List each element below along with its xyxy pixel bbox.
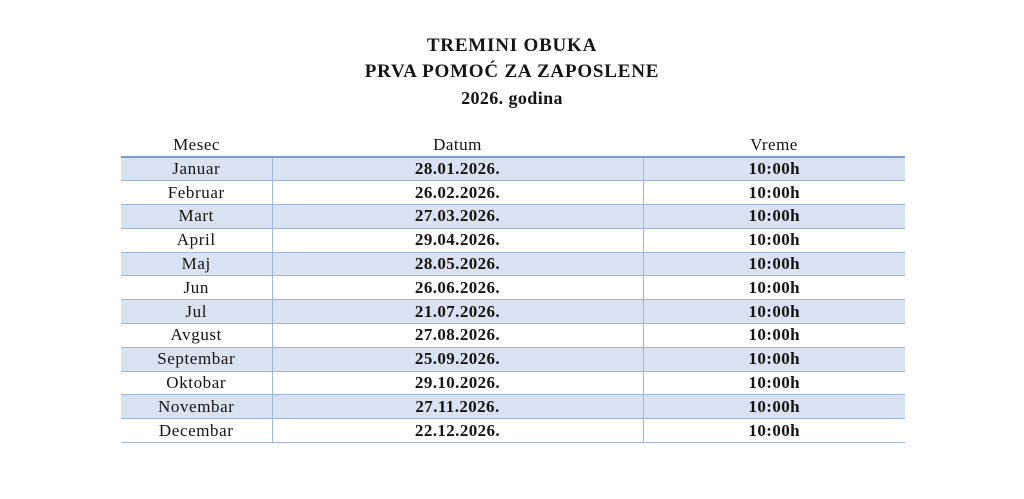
cell-date: 26.06.2026. [271,275,643,301]
table-header-row: Mesec Datum Vreme [121,134,905,158]
table-row: Septembar 25.09.2026. 10:00h [121,347,905,372]
cell-date: 28.05.2026. [271,252,643,277]
column-header-datum: Datum [272,134,643,158]
table-row: Februar 26.02.2026. 10:00h [121,180,905,206]
cell-month: Jun [121,275,272,301]
table-row: Novembar 27.11.2026. 10:00h [121,394,905,420]
cell-month: Novembar [121,394,272,420]
cell-month: Mart [121,204,272,229]
cell-date: 21.07.2026. [271,299,643,325]
cell-time: 10:00h [642,299,905,325]
cell-date: 29.04.2026. [271,228,643,253]
document-title-block: TREMINI OBUKA PRVA POMOĆ ZA ZAPOSLENE 20… [0,33,1024,111]
cell-date: 27.08.2026. [271,323,643,348]
cell-time: 10:00h [642,157,905,182]
schedule-table-body: Januar 28.01.2026. 10:00h Februar 26.02.2026… [121,157,905,444]
table-row: Maj 28.05.2026. 10:00h [121,252,905,277]
cell-time: 10:00h [642,204,905,229]
cell-time: 10:00h [642,252,905,277]
table-row: Avgust 27.08.2026. 10:00h [121,323,905,348]
cell-time: 10:00h [642,371,905,396]
table-row: Jul 21.07.2026. 10:00h [121,299,905,325]
cell-date: 29.10.2026. [271,371,643,396]
cell-time: 10:00h [642,323,905,348]
title-line-2: PRVA POMOĆ ZA ZAPOSLENE [364,61,660,82]
cell-date: 25.09.2026. [271,347,643,372]
cell-time: 10:00h [642,275,905,301]
cell-date: 28.01.2026. [271,157,643,182]
table-row: Jun 26.06.2026. 10:00h [121,275,905,301]
table-row: April 29.04.2026. 10:00h [121,228,905,253]
cell-date: 27.03.2026. [271,204,643,229]
cell-month: Avgust [121,323,272,348]
cell-time: 10:00h [642,347,905,372]
cell-date: 27.11.2026. [271,394,643,420]
cell-date: 22.12.2026. [271,418,643,444]
cell-month: Oktobar [121,371,272,396]
cell-time: 10:00h [642,394,905,420]
table-row: Januar 28.01.2026. 10:00h [121,157,905,182]
table-row: Mart 27.03.2026. 10:00h [121,204,905,229]
cell-month: Decembar [121,418,272,444]
column-header-vreme: Vreme [643,134,905,158]
schedule-table: Mesec Datum Vreme Januar 28.01.2026. 10:00… [121,134,905,444]
table-row: Decembar 22.12.2026. 10:00h [121,418,905,444]
cell-month: Septembar [121,347,272,372]
cell-time: 10:00h [642,180,905,206]
cell-time: 10:00h [642,228,905,253]
cell-month: April [121,228,272,253]
title-line-1: TREMINI OBUKA [426,35,598,56]
cell-month: Januar [121,157,272,182]
cell-month: Maj [121,252,272,277]
title-line-3: 2026. godina [461,88,563,108]
cell-time: 10:00h [642,418,905,444]
cell-month: Jul [121,299,272,325]
cell-date: 26.02.2026. [271,180,643,206]
table-row: Oktobar 29.10.2026. 10:00h [121,371,905,396]
column-header-mesec: Mesec [121,134,272,158]
cell-month: Februar [121,180,272,206]
